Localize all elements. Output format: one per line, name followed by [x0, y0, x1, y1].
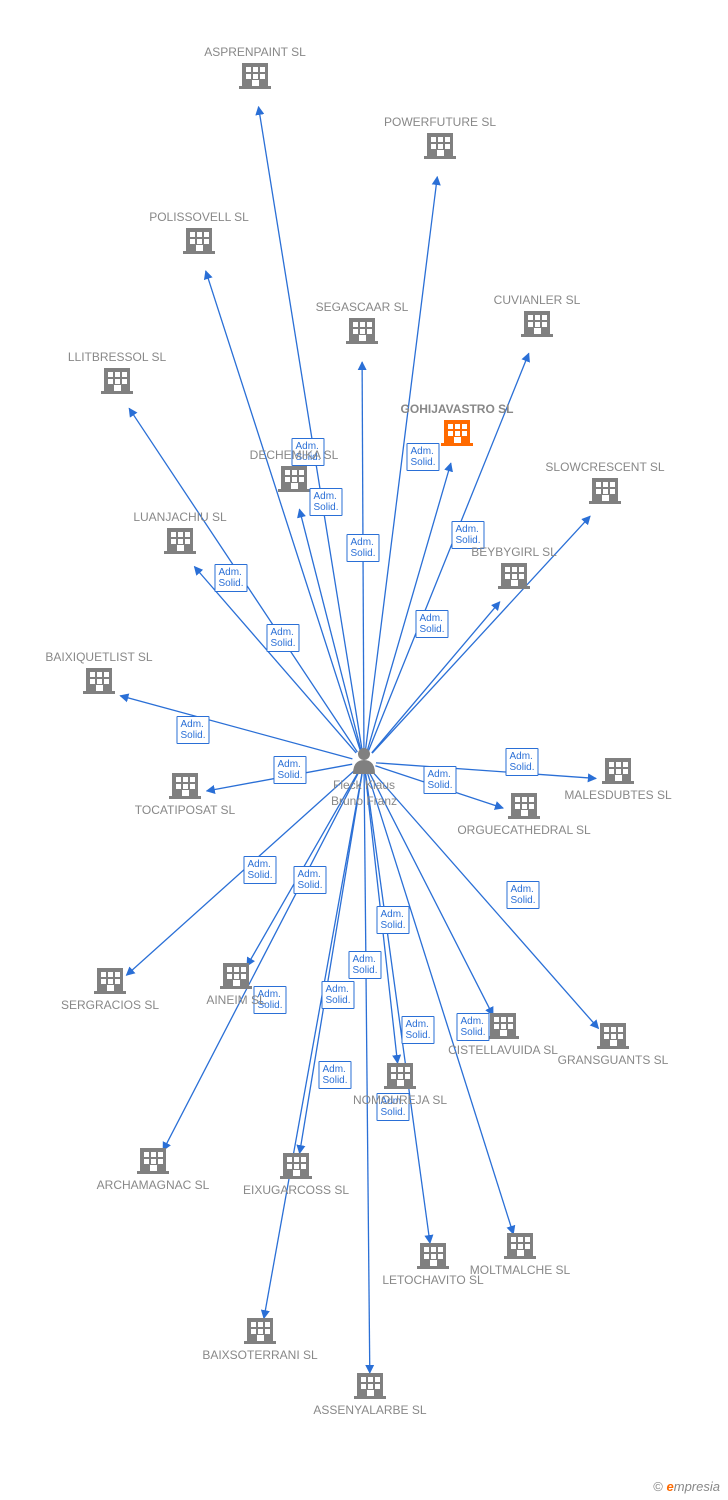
edge-label: Adm.Solid. — [415, 610, 448, 638]
edge — [366, 774, 430, 1243]
edge — [163, 773, 358, 1151]
company-node-label: TOCATIPOSAT SL — [135, 803, 235, 817]
company-node-label: DECHEMIKA SL — [250, 448, 339, 462]
company-node[interactable] — [504, 1233, 536, 1259]
company-node[interactable] — [244, 1318, 276, 1344]
edge-label: Adm.Solid. — [318, 1061, 351, 1089]
brand-logo: empresia — [667, 1479, 720, 1494]
company-node-label: MALESDUBTES SL — [564, 788, 671, 802]
company-node[interactable] — [417, 1243, 449, 1269]
company-node-label: POWERFUTURE SL — [384, 115, 496, 129]
company-node-label: SERGRACIOS SL — [61, 998, 159, 1012]
company-node[interactable] — [346, 318, 378, 344]
company-node[interactable] — [498, 563, 530, 589]
company-node[interactable] — [183, 228, 215, 254]
company-node[interactable] — [278, 466, 310, 492]
company-node-label: LUANJACHIU SL — [133, 510, 226, 524]
footer: © empresia — [653, 1479, 720, 1494]
edge-label: Adm.Solid. — [423, 766, 456, 794]
company-node[interactable] — [384, 1063, 416, 1089]
edge-label: Adm.Solid. — [505, 748, 538, 776]
company-node[interactable] — [83, 668, 115, 694]
edge-label: Adm.Solid. — [376, 906, 409, 934]
edge-label: Adm.Solid. — [406, 443, 439, 471]
company-node-label: ASPRENPAINT SL — [204, 45, 306, 59]
company-node-label: ORGUECATHEDRAL SL — [457, 823, 590, 837]
edge-label: Adm.Solid. — [176, 716, 209, 744]
edge — [364, 774, 370, 1373]
company-node-label: NOMOUREJA SL — [353, 1093, 447, 1107]
company-node[interactable] — [589, 478, 621, 504]
company-node[interactable] — [487, 1013, 519, 1039]
edge — [194, 567, 356, 753]
company-node-label: POLISSOVELL SL — [149, 210, 249, 224]
company-node[interactable] — [137, 1148, 169, 1174]
company-node[interactable] — [164, 528, 196, 554]
company-node[interactable] — [169, 773, 201, 799]
company-node[interactable] — [602, 758, 634, 784]
edge-label: Adm.Solid. — [293, 866, 326, 894]
company-node-label: CISTELLAVUIDA SL — [448, 1043, 558, 1057]
edge-label: Adm.Solid. — [346, 534, 379, 562]
company-node-label: GOHIJAVASTRO SL — [401, 402, 514, 416]
company-node[interactable] — [354, 1373, 386, 1399]
company-node[interactable] — [424, 133, 456, 159]
company-node-label: ASSENYALARBE SL — [313, 1403, 426, 1417]
company-node-label: MOLTMALCHE SL — [470, 1263, 570, 1277]
company-node-label: LLITBRESSOL SL — [68, 350, 166, 364]
center-node-label: Fleck Klaus Bruno Franz — [324, 778, 404, 809]
person-node[interactable] — [353, 748, 375, 774]
edge-label: Adm.Solid. — [506, 881, 539, 909]
edge-label: Adm.Solid. — [321, 981, 354, 1009]
company-node[interactable] — [597, 1023, 629, 1049]
company-node-label: GRANSGUANTS SL — [558, 1053, 669, 1067]
edge — [367, 463, 451, 750]
company-node-label: BAIXIQUETLIST SL — [45, 650, 152, 664]
edge — [368, 773, 514, 1234]
copyright-symbol: © — [653, 1479, 663, 1494]
company-node-label: LETOCHAVITO SL — [382, 1273, 483, 1287]
company-node-label: BAIXSOTERRANI SL — [202, 1348, 317, 1362]
company-node-label: SLOWCRESCENT SL — [545, 460, 664, 474]
edge-label: Adm.Solid. — [401, 1016, 434, 1044]
company-node-label: BEYBYGIRL SL — [471, 545, 557, 559]
company-node-label: AINEIM SL — [206, 993, 265, 1007]
edge — [376, 763, 596, 779]
company-node-label: SEGASCAAR SL — [316, 300, 409, 314]
company-node[interactable] — [521, 311, 553, 337]
company-node-label: ARCHAMAGNAC SL — [97, 1178, 210, 1192]
edge — [264, 774, 362, 1319]
company-node[interactable] — [280, 1153, 312, 1179]
company-node[interactable] — [508, 793, 540, 819]
company-node[interactable] — [94, 968, 126, 994]
company-node[interactable] — [239, 63, 271, 89]
company-node[interactable] — [441, 420, 473, 446]
edge-label: Adm.Solid. — [348, 951, 381, 979]
edge-label: Adm.Solid. — [243, 856, 276, 884]
edge — [258, 107, 362, 750]
edge-label: Adm.Solid. — [456, 1013, 489, 1041]
edge-label: Adm.Solid. — [309, 488, 342, 516]
network-diagram — [0, 0, 728, 1500]
edge — [372, 771, 599, 1028]
edge-label: Adm.Solid. — [273, 756, 306, 784]
edge — [120, 696, 352, 759]
company-node[interactable] — [101, 368, 133, 394]
edge-label: Adm.Solid. — [214, 564, 247, 592]
company-node-label: EIXUGARCOSS SL — [243, 1183, 349, 1197]
company-node[interactable] — [220, 963, 252, 989]
edge-label: Adm.Solid. — [266, 624, 299, 652]
company-node-label: CUVIANLER SL — [494, 293, 581, 307]
